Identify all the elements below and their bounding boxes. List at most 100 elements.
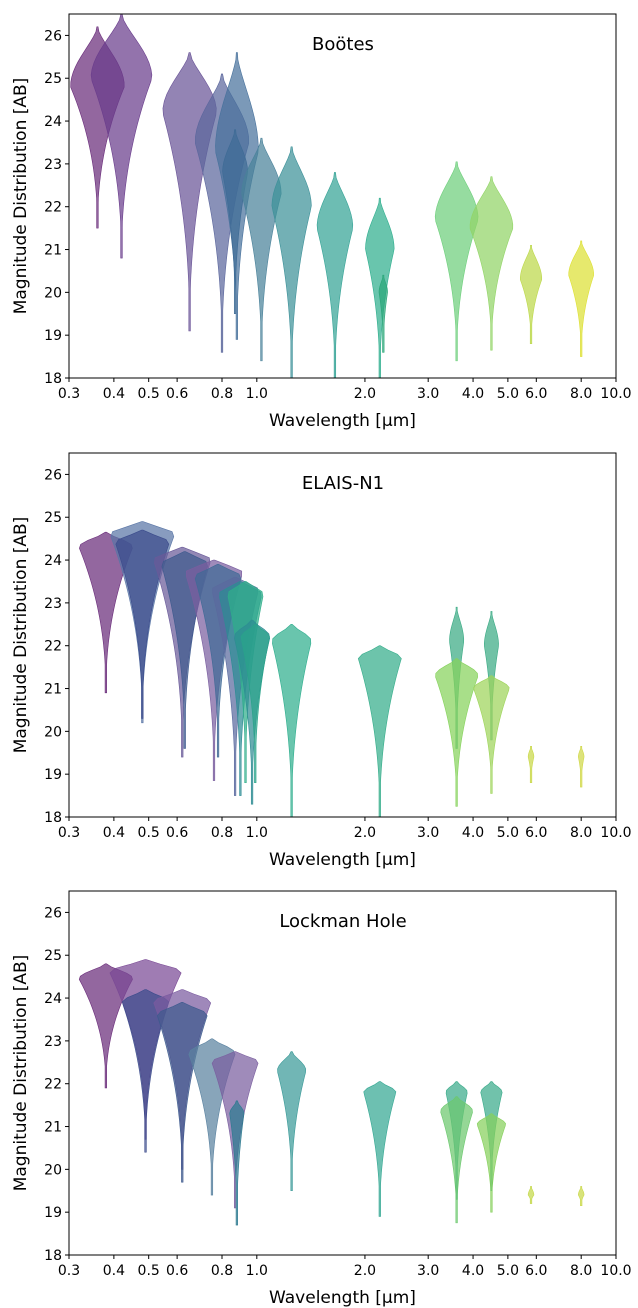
violin-3: [121, 989, 170, 1153]
x-tick-label: 8.0: [570, 386, 592, 402]
violin-11: [378, 274, 388, 353]
violin-10: [363, 1081, 397, 1217]
x-tick-label: 3.0: [417, 1263, 439, 1279]
violin-5: [156, 1002, 208, 1183]
x-tick-label: 1.0: [246, 1263, 268, 1279]
chart-title: Boötes: [312, 34, 374, 55]
violin-12: [240, 623, 270, 784]
y-tick-label: 20: [44, 724, 62, 740]
x-tick-label: 10.0: [600, 386, 631, 402]
axes-frame: [68, 13, 617, 379]
chart-panel-2: 18 19 20 21 22 23 24 25 26 0.3 0.4 0.5 0.6 0.8 1.0 2.0 3…: [11, 452, 632, 870]
violin-12: [440, 1096, 473, 1224]
y-tick-label: 21: [44, 682, 62, 698]
violin-13: [272, 623, 312, 817]
x-tick-label: 0.3: [58, 386, 80, 402]
violin-3: [115, 529, 170, 719]
x-tick-label: 5.0: [497, 825, 519, 841]
x-tick-label: 0.4: [103, 825, 125, 841]
y-tick-label: 18: [44, 371, 62, 387]
y-tick-label: 22: [44, 200, 62, 216]
y-tick-label: 26: [44, 28, 62, 44]
x-tick-label: 0.4: [103, 386, 125, 402]
x-tick-label: 0.8: [211, 1263, 233, 1279]
x-tick-label: 2.0: [354, 825, 376, 841]
y-tick-label: 26: [44, 905, 62, 921]
y-tick-label: 23: [44, 157, 62, 173]
y-tick-label: 20: [44, 1162, 62, 1178]
y-axis-label: Magnitude Distribution [AB]: [11, 517, 31, 754]
x-tick-label: 0.6: [166, 386, 188, 402]
x-tick-label: 2.0: [354, 386, 376, 402]
violin-14: [520, 244, 543, 345]
x-tick-label: 5.0: [497, 386, 519, 402]
violin-14: [476, 1113, 506, 1213]
x-tick-label: 3.0: [417, 386, 439, 402]
x-tick-label: 6.0: [525, 386, 547, 402]
violin-16: [578, 1186, 585, 1207]
y-tick-label: 25: [44, 948, 62, 964]
x-tick-label: 0.5: [138, 386, 160, 402]
y-tick-label: 23: [44, 1034, 62, 1050]
violin-9: [316, 172, 354, 378]
violin-1: [79, 531, 133, 694]
violin-9: [277, 1051, 307, 1192]
y-tick-label: 24: [44, 991, 62, 1007]
violins-group: [78, 959, 585, 1226]
x-tick-label: 0.8: [211, 825, 233, 841]
violin-8: [271, 146, 312, 378]
y-tick-label: 23: [44, 596, 62, 612]
x-tick-label: 3.0: [417, 825, 439, 841]
x-tick-label: 0.8: [211, 386, 233, 402]
violin-15: [568, 240, 594, 357]
y-tick-label: 19: [44, 328, 62, 344]
violin-15: [527, 1186, 535, 1204]
chart-panel-3: 18 19 20 21 22 23 24 25 26 0.3 0.4 0.5 0.6 0.8 1.0 2.0 3…: [11, 890, 632, 1308]
y-tick-label: 18: [44, 810, 62, 826]
x-tick-label: 0.6: [166, 1263, 188, 1279]
x-tick-label: 0.5: [138, 1263, 160, 1279]
x-tick-label: 4.0: [462, 386, 484, 402]
x-tick-label: 1.0: [246, 386, 268, 402]
y-tick-label: 19: [44, 1205, 62, 1221]
x-tick-label: 6.0: [525, 825, 547, 841]
x-tick-label: 6.0: [525, 1263, 547, 1279]
x-tick-label: 4.0: [462, 825, 484, 841]
violin-16: [435, 658, 479, 807]
chart-title: ELAIS-N1: [302, 473, 384, 494]
y-axis-label: Magnitude Distribution [AB]: [11, 955, 31, 1192]
y-tick-label: 20: [44, 285, 62, 301]
y-tick-label: 21: [44, 1120, 62, 1136]
x-tick-label: 10.0: [600, 825, 631, 841]
x-axis-label: Wavelength [µm]: [269, 1288, 416, 1308]
x-axis-label: Wavelength [µm]: [269, 411, 416, 431]
y-tick-label: 24: [44, 553, 62, 569]
x-tick-label: 2.0: [354, 1263, 376, 1279]
y-tick-label: 19: [44, 767, 62, 783]
violin-19: [527, 746, 535, 784]
y-tick-label: 18: [44, 1248, 62, 1264]
y-tick-label: 25: [44, 510, 62, 526]
chart-panel-1: 18 19 20 21 22 23 24 25 26 0.3 0.4 0.5 0.6 0.8 1.0 2.0 3…: [11, 13, 632, 431]
axes-frame: [68, 890, 617, 1256]
violin-20: [578, 746, 585, 788]
x-tick-label: 8.0: [570, 1263, 592, 1279]
violin-2: [90, 14, 153, 259]
chart-title: Lockman Hole: [279, 911, 406, 932]
violin-8: [229, 1100, 245, 1226]
violins-group: [70, 14, 594, 378]
violin-12: [434, 161, 479, 362]
x-axis-label: Wavelength [µm]: [269, 850, 416, 870]
y-tick-label: 25: [44, 71, 62, 87]
violin-7: [241, 137, 282, 362]
x-tick-label: 0.4: [103, 1263, 125, 1279]
violin-14: [357, 645, 402, 817]
x-tick-label: 0.6: [166, 825, 188, 841]
y-tick-label: 22: [44, 639, 62, 655]
violin-13: [469, 176, 514, 351]
x-tick-label: 4.0: [462, 1263, 484, 1279]
x-tick-label: 0.3: [58, 825, 80, 841]
violin-18: [473, 675, 510, 794]
x-tick-label: 8.0: [570, 825, 592, 841]
